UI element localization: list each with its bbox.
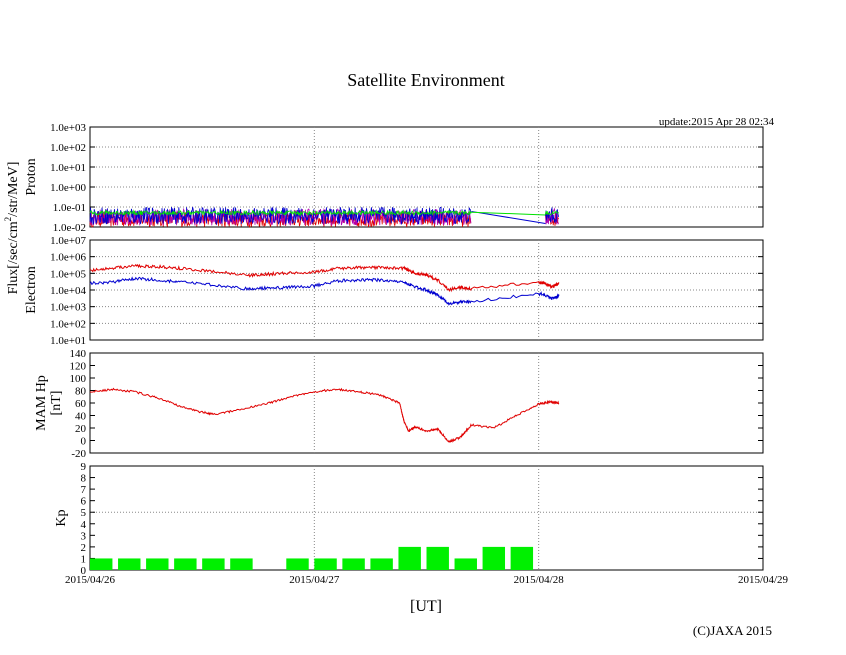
kp-bar bbox=[398, 546, 421, 570]
electron-ytick-label: 1.0e+02 bbox=[50, 318, 86, 330]
proton-frame bbox=[89, 126, 764, 228]
mamhp-ytick-label: 60 bbox=[75, 398, 87, 410]
kp-bar bbox=[342, 558, 365, 570]
proton-ytick-label: 1.0e+03 bbox=[50, 122, 86, 134]
proton-series-green bbox=[89, 209, 472, 217]
flux-y-label: Flux[/sec/cm2/str/MeV] bbox=[3, 162, 21, 295]
mamhp-ytick-label: 80 bbox=[75, 386, 87, 398]
kp-bar bbox=[426, 546, 449, 570]
kp-ytick-label: 6 bbox=[81, 496, 87, 508]
kp-ytick-label: 2 bbox=[81, 542, 87, 554]
proton-ytick-label: 1.0e+01 bbox=[50, 162, 86, 174]
kp-bar bbox=[174, 558, 197, 570]
electron-y-label: Electron bbox=[24, 266, 39, 313]
update-timestamp: update:2015 Apr 28 02:34 bbox=[659, 116, 775, 128]
kp-ytick-label: 1 bbox=[81, 553, 87, 565]
proton-ytick-label: 1.0e+02 bbox=[50, 142, 86, 154]
kp-bar bbox=[482, 546, 506, 570]
flux-y-label-tail: /str/MeV] bbox=[6, 162, 21, 217]
kp-ytick-label: 9 bbox=[81, 461, 87, 473]
x-axis-ticks: 2015/04/26 2015/04/27 2015/04/28 2015/04/29 bbox=[65, 574, 789, 586]
copyright: (C)JAXA 2015 bbox=[693, 623, 772, 638]
x-tick-label: 2015/04/28 bbox=[514, 574, 565, 586]
x-tick-label: 2015/04/29 bbox=[738, 574, 789, 586]
kp-bar bbox=[118, 558, 141, 570]
kp-y-label: Kp bbox=[54, 509, 69, 526]
flux-y-label-main: Flux[/sec/cm bbox=[6, 221, 21, 294]
mamhp-ytick-label: 40 bbox=[75, 411, 87, 423]
mamhp-ytick-label: 120 bbox=[70, 361, 87, 373]
proton-series-green bbox=[545, 210, 559, 216]
kp-bar bbox=[202, 558, 225, 570]
flux-y-label-sup: 2 bbox=[3, 217, 13, 222]
kp-bar bbox=[510, 546, 534, 570]
x-tick-label: 2015/04/26 bbox=[65, 574, 116, 586]
proton-gap-green bbox=[471, 211, 546, 216]
electron-ytick-label: 1.0e+07 bbox=[50, 235, 86, 247]
x-tick-label: 2015/04/27 bbox=[289, 574, 340, 586]
kp-bar bbox=[286, 558, 309, 570]
mamhp-ytick-label: -20 bbox=[71, 448, 86, 460]
electron-series-red bbox=[89, 263, 560, 293]
electron-ytick-label: 1.0e+04 bbox=[50, 285, 86, 297]
mamhp-ytick-label: 140 bbox=[70, 348, 87, 360]
kp-ytick-label: 7 bbox=[81, 484, 87, 496]
mamhp-ytick-label: 100 bbox=[70, 373, 87, 385]
electron-ytick-label: 1.0e+05 bbox=[50, 268, 86, 280]
kp-bar bbox=[90, 558, 113, 570]
kp-ytick-label: 4 bbox=[81, 519, 87, 531]
proton-series-blue bbox=[89, 206, 472, 226]
kp-bar bbox=[454, 558, 477, 570]
chart-title: Satellite Environment bbox=[347, 70, 504, 90]
kp-ytick-label: 5 bbox=[81, 507, 87, 519]
proton-y-label: Proton bbox=[24, 158, 39, 195]
proton-panel: 1.0e-02 1.0e-01 1.0e+00 1.0e+01 1.0e+02 1.0e+… bbox=[24, 122, 764, 234]
kp-ytick-label: 3 bbox=[81, 530, 87, 542]
x-axis-label: [UT] bbox=[410, 598, 442, 615]
mamhp-y-label: MAM Hp bbox=[34, 375, 49, 431]
mamhp-ytick-label: 0 bbox=[81, 436, 87, 448]
mamhp-y-label: [nT] bbox=[49, 391, 64, 416]
kp-ytick-label: 0 bbox=[81, 565, 87, 577]
kp-bar bbox=[146, 558, 169, 570]
mamhp-series-Hp bbox=[89, 387, 560, 443]
kp-bar bbox=[370, 558, 393, 570]
proton-ytick-label: 1.0e-02 bbox=[53, 222, 86, 234]
mamhp-frame bbox=[89, 352, 764, 454]
kp-ytick-label: 8 bbox=[81, 473, 87, 485]
kp-bar bbox=[314, 558, 337, 570]
electron-series-blue bbox=[89, 276, 560, 306]
proton-gap-blue bbox=[471, 210, 546, 224]
electron-ytick-label: 1.0e+06 bbox=[50, 252, 86, 264]
proton-ytick-label: 1.0e-01 bbox=[53, 202, 86, 214]
electron-ytick-label: 1.0e+03 bbox=[50, 302, 86, 314]
mamhp-ytick-label: 20 bbox=[75, 423, 87, 435]
electron-ytick-label: 1.0e+01 bbox=[50, 335, 86, 347]
electron-panel: 1.0e+01 1.0e+02 1.0e+03 1.0e+04 1.0e+05 1.0e+… bbox=[24, 235, 764, 347]
proton-ytick-label: 1.0e+00 bbox=[50, 182, 86, 194]
kp-bar bbox=[230, 558, 253, 570]
